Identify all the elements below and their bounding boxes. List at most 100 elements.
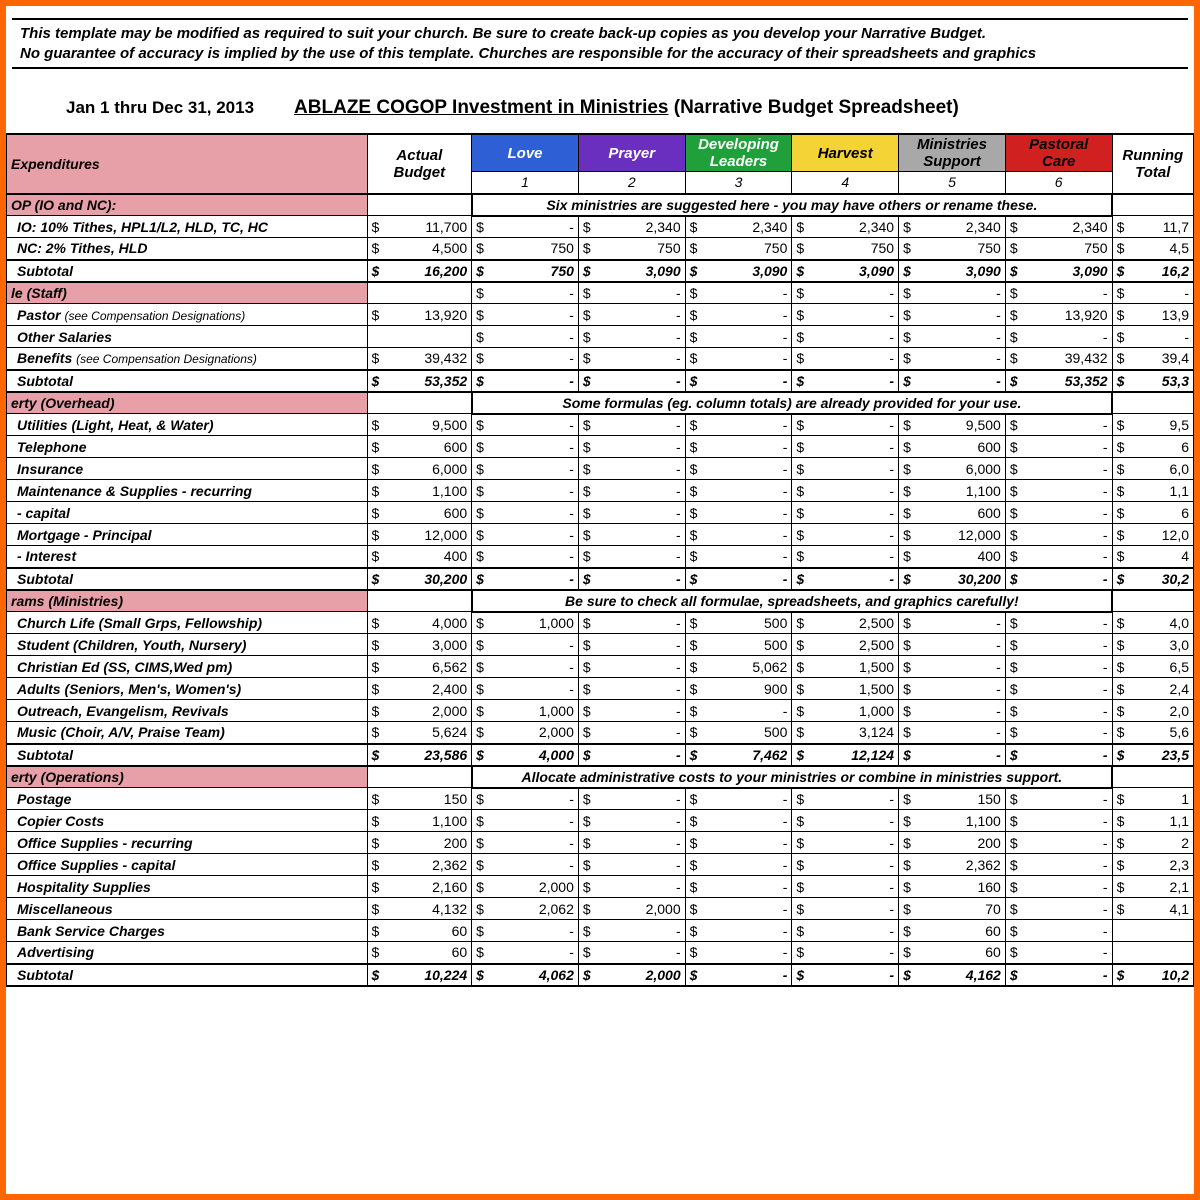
cell[interactable]: $11,700 xyxy=(367,216,472,238)
cell[interactable]: $10,2 xyxy=(1112,964,1193,986)
cell[interactable]: $1,500 xyxy=(792,656,899,678)
cell[interactable]: $2,340 xyxy=(899,216,1006,238)
cell[interactable]: $- xyxy=(1005,832,1112,854)
cell[interactable]: $600 xyxy=(367,502,472,524)
cell[interactable]: $60 xyxy=(367,942,472,964)
cell[interactable]: $9,500 xyxy=(367,414,472,436)
cell[interactable]: $2,1 xyxy=(1112,876,1193,898)
cell[interactable]: $- xyxy=(472,216,579,238)
cell[interactable]: $- xyxy=(899,634,1006,656)
cell[interactable]: $2,000 xyxy=(578,964,685,986)
cell[interactable]: $- xyxy=(1005,788,1112,810)
cell[interactable]: $- xyxy=(472,788,579,810)
cell[interactable]: $3,090 xyxy=(899,260,1006,282)
cell[interactable]: $- xyxy=(578,832,685,854)
cell[interactable]: $- xyxy=(685,480,792,502)
cell[interactable] xyxy=(1112,920,1193,942)
cell[interactable]: $12,000 xyxy=(899,524,1006,546)
cell[interactable]: $30,2 xyxy=(1112,568,1193,590)
cell[interactable]: $- xyxy=(1005,634,1112,656)
cell[interactable]: $16,200 xyxy=(367,260,472,282)
cell[interactable]: $- xyxy=(1005,612,1112,634)
cell[interactable]: $- xyxy=(1005,854,1112,876)
cell[interactable]: $4,000 xyxy=(472,744,579,766)
cell[interactable]: $- xyxy=(685,524,792,546)
cell[interactable]: $2,062 xyxy=(472,898,579,920)
cell[interactable]: $150 xyxy=(899,788,1006,810)
cell[interactable]: $1,100 xyxy=(367,480,472,502)
cell[interactable]: $- xyxy=(899,282,1006,304)
cell[interactable]: $- xyxy=(792,480,899,502)
cell[interactable]: $200 xyxy=(367,832,472,854)
cell[interactable]: $11,7 xyxy=(1112,216,1193,238)
cell[interactable]: $600 xyxy=(899,502,1006,524)
cell[interactable]: $500 xyxy=(685,612,792,634)
cell[interactable]: $- xyxy=(472,304,579,326)
cell[interactable]: $- xyxy=(685,282,792,304)
cell[interactable]: $2,3 xyxy=(1112,854,1193,876)
cell[interactable]: $13,920 xyxy=(367,304,472,326)
cell[interactable]: $5,062 xyxy=(685,656,792,678)
cell[interactable]: $- xyxy=(472,656,579,678)
cell[interactable]: $2,340 xyxy=(792,216,899,238)
cell[interactable]: $- xyxy=(578,854,685,876)
cell[interactable]: $- xyxy=(1005,546,1112,568)
cell[interactable]: $- xyxy=(899,370,1006,392)
cell[interactable]: $- xyxy=(899,700,1006,722)
cell[interactable]: $60 xyxy=(367,920,472,942)
cell[interactable]: $60 xyxy=(899,920,1006,942)
cell[interactable]: $900 xyxy=(685,678,792,700)
cell[interactable]: $- xyxy=(472,370,579,392)
cell[interactable]: $- xyxy=(685,370,792,392)
cell[interactable]: $2,340 xyxy=(578,216,685,238)
cell[interactable]: $1,000 xyxy=(472,612,579,634)
cell[interactable]: $4,5 xyxy=(1112,238,1193,260)
cell[interactable]: $6 xyxy=(1112,502,1193,524)
cell[interactable]: $- xyxy=(578,612,685,634)
cell[interactable]: $- xyxy=(792,502,899,524)
cell[interactable]: $- xyxy=(899,744,1006,766)
cell[interactable]: $400 xyxy=(367,546,472,568)
cell[interactable]: $- xyxy=(472,480,579,502)
cell[interactable]: $5,624 xyxy=(367,722,472,744)
cell[interactable]: $- xyxy=(792,348,899,370)
cell[interactable]: $4 xyxy=(1112,546,1193,568)
cell[interactable]: $- xyxy=(1005,480,1112,502)
cell[interactable] xyxy=(367,326,472,348)
cell[interactable]: $- xyxy=(472,942,579,964)
cell[interactable]: $- xyxy=(792,568,899,590)
cell[interactable]: $- xyxy=(578,678,685,700)
cell[interactable]: $- xyxy=(792,810,899,832)
cell[interactable]: $- xyxy=(472,436,579,458)
cell[interactable]: $4,162 xyxy=(899,964,1006,986)
cell[interactable]: $4,062 xyxy=(472,964,579,986)
cell[interactable]: $- xyxy=(578,480,685,502)
cell[interactable]: $- xyxy=(578,568,685,590)
cell[interactable]: $150 xyxy=(367,788,472,810)
cell[interactable]: $- xyxy=(685,502,792,524)
cell[interactable]: $600 xyxy=(899,436,1006,458)
cell[interactable]: $- xyxy=(578,788,685,810)
cell[interactable]: $3,0 xyxy=(1112,634,1193,656)
cell[interactable]: $- xyxy=(685,788,792,810)
cell[interactable]: $- xyxy=(792,414,899,436)
cell[interactable]: $500 xyxy=(685,722,792,744)
cell[interactable]: $- xyxy=(685,568,792,590)
cell[interactable]: $53,3 xyxy=(1112,370,1193,392)
cell[interactable]: $750 xyxy=(1005,238,1112,260)
cell[interactable]: $6,562 xyxy=(367,656,472,678)
cell[interactable]: $- xyxy=(578,524,685,546)
cell[interactable]: $3,090 xyxy=(1005,260,1112,282)
cell[interactable]: $- xyxy=(1005,678,1112,700)
cell[interactable]: $3,000 xyxy=(367,634,472,656)
cell[interactable]: $- xyxy=(578,700,685,722)
cell[interactable]: $2,362 xyxy=(899,854,1006,876)
cell[interactable]: $1,1 xyxy=(1112,810,1193,832)
cell[interactable]: $39,432 xyxy=(367,348,472,370)
cell[interactable]: $23,5 xyxy=(1112,744,1193,766)
cell[interactable]: $6,0 xyxy=(1112,458,1193,480)
cell[interactable]: $3,090 xyxy=(685,260,792,282)
cell[interactable]: $- xyxy=(899,304,1006,326)
cell[interactable]: $- xyxy=(578,546,685,568)
cell[interactable]: $- xyxy=(685,348,792,370)
